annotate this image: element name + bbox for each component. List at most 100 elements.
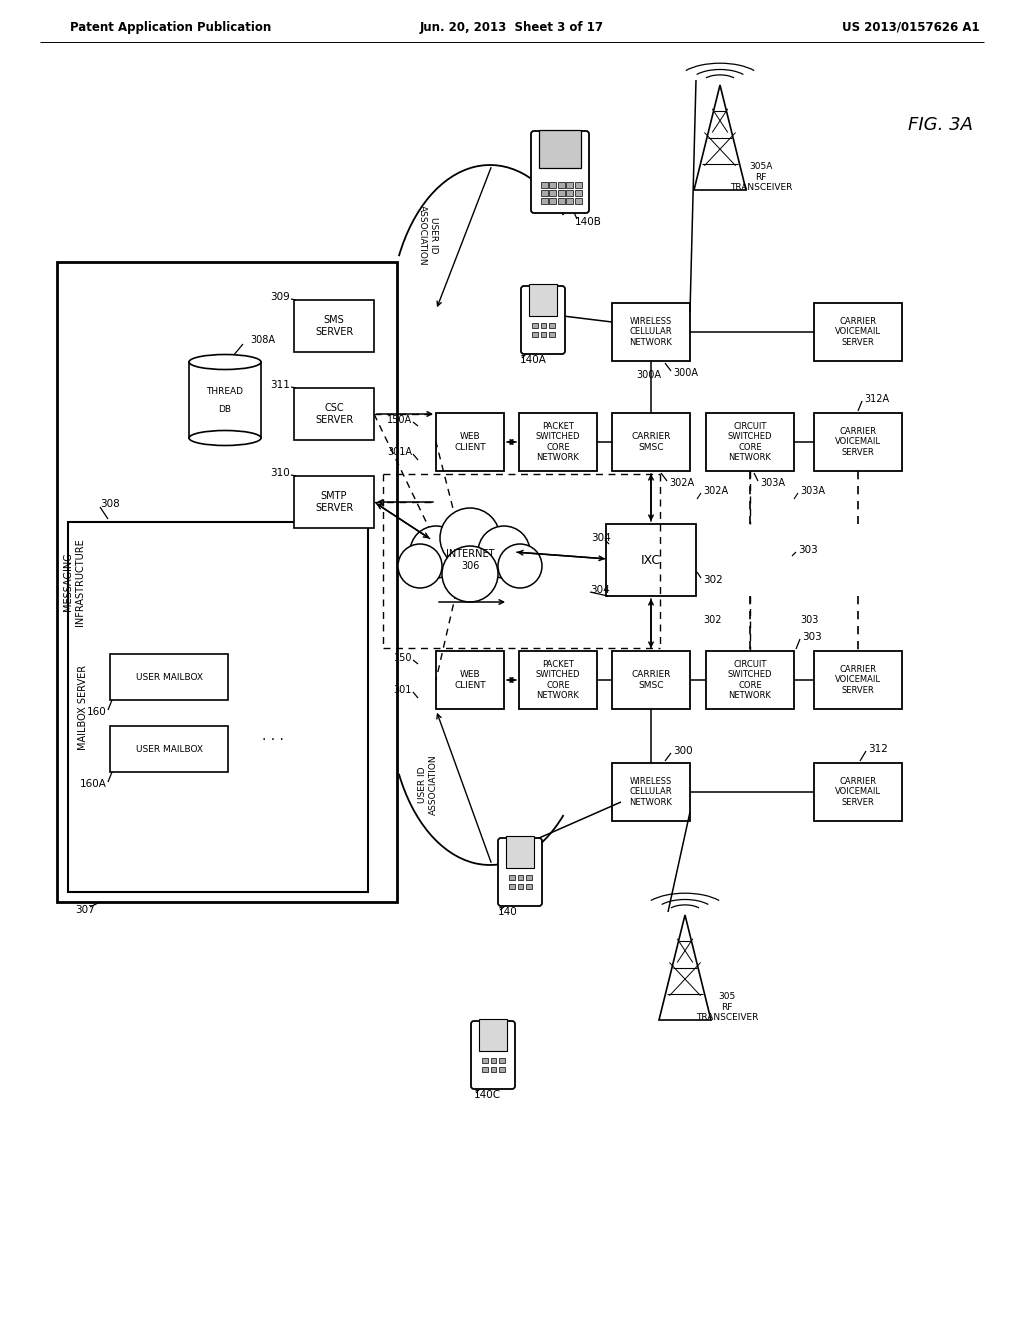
Bar xyxy=(541,190,548,195)
Text: PACKET
SWITCHED
CORE
NETWORK: PACKET SWITCHED CORE NETWORK xyxy=(536,422,581,462)
Bar xyxy=(550,198,556,203)
Text: 140A: 140A xyxy=(520,355,547,366)
Text: . . .: . . . xyxy=(262,729,284,743)
Text: 302: 302 xyxy=(703,615,722,624)
FancyBboxPatch shape xyxy=(471,1020,515,1089)
Text: 312A: 312A xyxy=(864,393,889,404)
Text: 302A: 302A xyxy=(703,486,728,496)
Bar xyxy=(482,1059,487,1064)
Bar xyxy=(574,198,582,203)
Bar xyxy=(612,413,690,471)
Bar xyxy=(479,1019,507,1051)
Circle shape xyxy=(498,544,542,587)
Bar xyxy=(509,884,515,890)
Bar xyxy=(558,182,565,187)
Bar xyxy=(189,362,261,438)
Text: SMS
SERVER: SMS SERVER xyxy=(314,315,353,337)
Text: PACKET
SWITCHED
CORE
NETWORK: PACKET SWITCHED CORE NETWORK xyxy=(536,660,581,700)
Text: 308A: 308A xyxy=(250,335,275,345)
Circle shape xyxy=(410,525,462,578)
Circle shape xyxy=(442,546,498,602)
Text: 160A: 160A xyxy=(80,779,106,789)
Bar xyxy=(814,651,902,709)
Text: INTERNET
306: INTERNET 306 xyxy=(445,549,495,570)
Bar xyxy=(549,333,555,338)
Bar xyxy=(566,190,573,195)
Bar xyxy=(506,836,534,869)
Bar xyxy=(436,651,504,709)
Text: USER ID
ASSOCIATION: USER ID ASSOCIATION xyxy=(418,205,437,265)
Text: CIRCUIT
SWITCHED
CORE
NETWORK: CIRCUIT SWITCHED CORE NETWORK xyxy=(728,660,772,700)
Bar xyxy=(566,198,573,203)
Bar xyxy=(482,1068,487,1072)
Bar xyxy=(529,284,557,315)
Text: 302A: 302A xyxy=(669,478,694,488)
Bar xyxy=(519,651,597,709)
Text: 150: 150 xyxy=(393,653,412,663)
Text: 304: 304 xyxy=(591,533,610,543)
Text: US 2013/0157626 A1: US 2013/0157626 A1 xyxy=(843,21,980,33)
Text: 150A: 150A xyxy=(387,414,412,425)
Text: 303A: 303A xyxy=(800,486,825,496)
Text: CIRCUIT
SWITCHED
CORE
NETWORK: CIRCUIT SWITCHED CORE NETWORK xyxy=(728,422,772,462)
Bar xyxy=(550,182,556,187)
Circle shape xyxy=(478,525,530,578)
Bar xyxy=(68,521,368,892)
Ellipse shape xyxy=(189,430,261,446)
Bar xyxy=(541,182,548,187)
Bar xyxy=(558,190,565,195)
Text: 300A: 300A xyxy=(637,370,662,380)
Bar xyxy=(294,477,374,528)
Text: WIRELESS
CELLULAR
NETWORK: WIRELESS CELLULAR NETWORK xyxy=(630,317,673,347)
FancyBboxPatch shape xyxy=(531,131,589,213)
Bar xyxy=(436,413,504,471)
Bar xyxy=(549,323,555,329)
Text: CSC
SERVER: CSC SERVER xyxy=(314,403,353,425)
Bar xyxy=(814,413,902,471)
Bar xyxy=(294,300,374,352)
FancyBboxPatch shape xyxy=(521,286,565,354)
Bar xyxy=(566,182,573,187)
Text: WEB
CLIENT: WEB CLIENT xyxy=(455,671,485,689)
Text: USER MAILBOX: USER MAILBOX xyxy=(135,672,203,681)
Bar xyxy=(541,198,548,203)
Bar xyxy=(612,651,690,709)
Text: THREAD: THREAD xyxy=(207,388,244,396)
Text: CARRIER
VOICEMAIL
SERVER: CARRIER VOICEMAIL SERVER xyxy=(835,777,881,807)
Text: 311: 311 xyxy=(270,380,290,389)
Text: 310: 310 xyxy=(270,469,290,478)
Text: MESSAGING
INFRASTRUCTURE: MESSAGING INFRASTRUCTURE xyxy=(63,539,85,626)
Text: CARRIER
VOICEMAIL
SERVER: CARRIER VOICEMAIL SERVER xyxy=(835,428,881,457)
Text: 301: 301 xyxy=(393,685,412,696)
Text: Jun. 20, 2013  Sheet 3 of 17: Jun. 20, 2013 Sheet 3 of 17 xyxy=(420,21,604,33)
Circle shape xyxy=(398,544,442,587)
Bar xyxy=(574,190,582,195)
Text: 307: 307 xyxy=(75,906,95,915)
Bar xyxy=(558,198,565,203)
Text: USER MAILBOX: USER MAILBOX xyxy=(135,744,203,754)
Text: WIRELESS
CELLULAR
NETWORK: WIRELESS CELLULAR NETWORK xyxy=(630,777,673,807)
Text: 303: 303 xyxy=(800,615,818,624)
Text: CARRIER
SMSC: CARRIER SMSC xyxy=(632,671,671,689)
Bar xyxy=(110,653,228,700)
Bar xyxy=(539,129,581,168)
Text: 300A: 300A xyxy=(673,368,698,378)
Bar xyxy=(526,875,532,880)
FancyBboxPatch shape xyxy=(498,838,542,906)
Text: WEB
CLIENT: WEB CLIENT xyxy=(455,433,485,451)
Bar xyxy=(294,388,374,440)
Text: 305A
RF
TRANSCEIVER: 305A RF TRANSCEIVER xyxy=(730,162,793,191)
Text: 301A: 301A xyxy=(387,447,412,457)
Bar xyxy=(531,333,538,338)
Bar xyxy=(57,261,397,902)
Text: 300: 300 xyxy=(673,746,692,756)
Text: USER ID
ASSOCIATION: USER ID ASSOCIATION xyxy=(418,755,437,816)
Text: DB: DB xyxy=(218,405,231,414)
Bar xyxy=(550,190,556,195)
Text: 140C: 140C xyxy=(474,1090,501,1100)
Bar xyxy=(574,182,582,187)
Text: 305
RF
TRANSCEIVER: 305 RF TRANSCEIVER xyxy=(696,993,759,1022)
Bar xyxy=(517,875,523,880)
Text: 303: 303 xyxy=(802,632,821,642)
Bar xyxy=(490,1059,497,1064)
